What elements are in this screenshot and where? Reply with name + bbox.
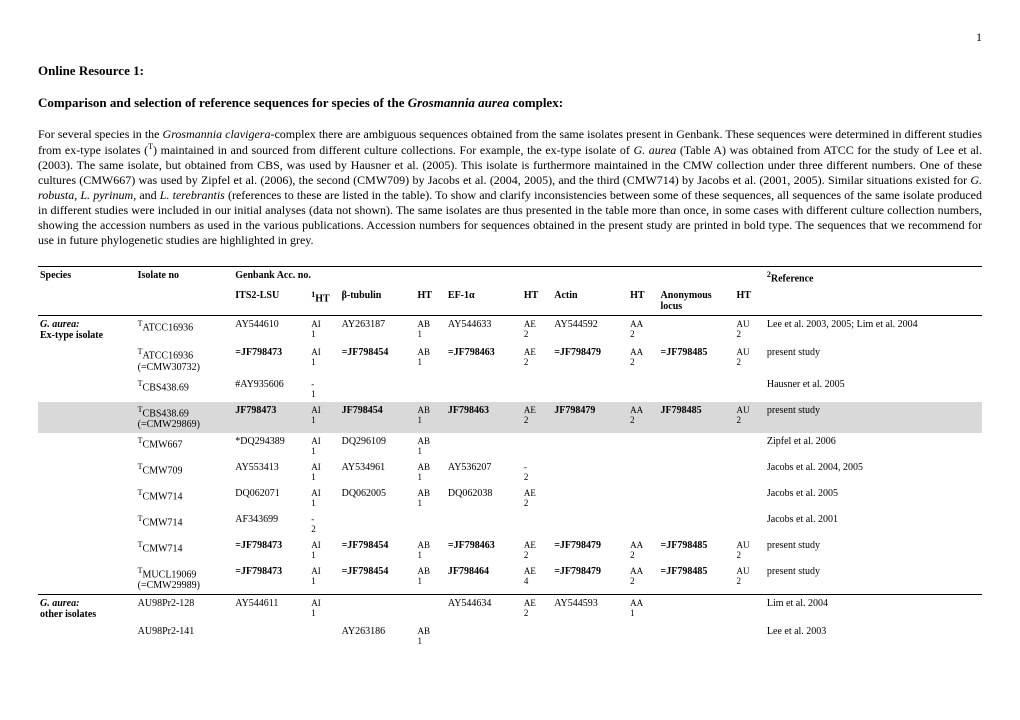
th-btub: β-tubulin: [340, 287, 416, 316]
table-row: TMUCL19069(=CMW29989)=JF798473AI1=JF7984…: [38, 563, 982, 595]
p-txt: ) maintained in and sourced from differe…: [153, 143, 633, 157]
th-ht3: HT: [522, 287, 552, 316]
p-it: L. terebrantis: [160, 188, 225, 202]
th-ht1: 1HT: [309, 287, 339, 316]
table-row: G. aurea:other isolatesAU98Pr2-128AY5446…: [38, 595, 982, 623]
th-isolate: Isolate no: [136, 267, 234, 288]
th-actin: Actin: [552, 287, 628, 316]
th-species: Species: [38, 267, 136, 288]
table-row: TCMW714=JF798473AI1=JF798454AB1=JF798463…: [38, 537, 982, 563]
table-row: TCBS438.69(=CMW29869)JF798473AI1JF798454…: [38, 402, 982, 433]
p-it: G. aurea: [633, 143, 676, 157]
h2-post: complex:: [509, 95, 563, 110]
th-reference: 2Reference: [765, 267, 982, 288]
th-ht5: HT: [734, 287, 764, 316]
p-it: Grosmannia clavigera: [163, 127, 271, 141]
p-txt: , and: [133, 188, 160, 202]
page-number: 1: [38, 30, 982, 45]
table-row: TCMW714DQ062071AI1DQ062005AB1DQ062038AE2…: [38, 485, 982, 511]
heading-2: Comparison and selection of reference se…: [38, 95, 982, 111]
table-row: AU98Pr2-141AY263186AB1Lee et al. 2003: [38, 623, 982, 649]
th-anon: Anonymous locus: [659, 287, 735, 316]
th-ef: EF-1α: [446, 287, 522, 316]
th-ht4: HT: [628, 287, 658, 316]
heading-1: Online Resource 1:: [38, 63, 982, 79]
table-row: G. aurea:Ex-type isolateTATCC16936AY5446…: [38, 316, 982, 345]
th-genbank: Genbank Acc. no.: [233, 267, 765, 288]
intro-paragraph: For several species in the Grosmannia cl…: [38, 127, 982, 248]
table-row: TCMW714AF343699-2Jacobs et al. 2001: [38, 511, 982, 537]
p-it: L. pyrinum: [80, 188, 133, 202]
th-ht2: HT: [416, 287, 446, 316]
ref-txt: Reference: [771, 273, 814, 284]
h2-italic: Grosmannia aurea: [408, 95, 510, 110]
table-row: TCMW709AY553413AI1AY534961AB1AY536207-2J…: [38, 459, 982, 485]
p-txt: For several species in the: [38, 127, 163, 141]
table-row: TCMW667*DQ294389AI1DQ296109AB1Zipfel et …: [38, 433, 982, 459]
th-its: ITS2-LSU: [233, 287, 309, 316]
sequence-table: Species Isolate no Genbank Acc. no. 2Ref…: [38, 266, 982, 649]
ht-txt: HT: [315, 294, 329, 305]
h2-pre: Comparison and selection of reference se…: [38, 95, 408, 110]
table-row: TATCC16936(=CMW30732)=JF798473AI1=JF7984…: [38, 344, 982, 375]
table-row: TCBS438.69#AY935606-1Hausner et al. 2005: [38, 376, 982, 402]
